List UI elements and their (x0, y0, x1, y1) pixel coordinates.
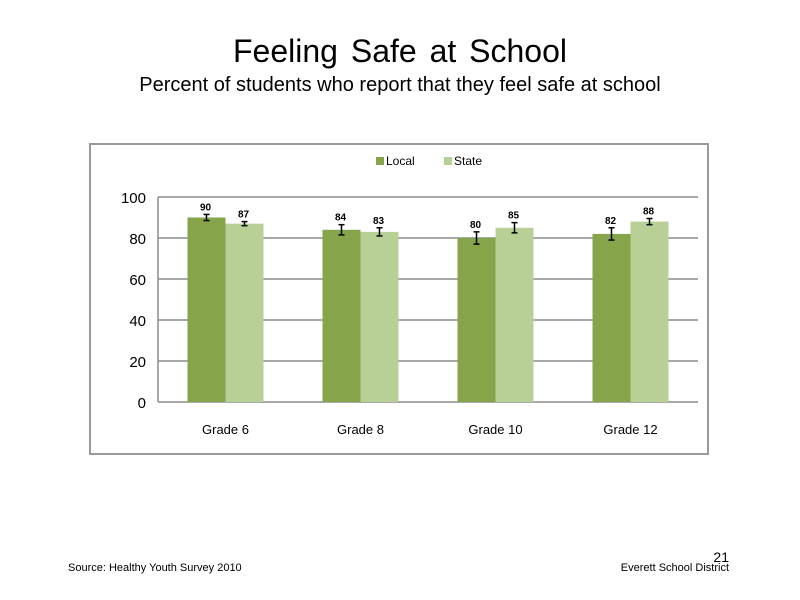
legend-label-local: Local (386, 154, 415, 168)
data-label: 82 (605, 216, 617, 227)
legend-label-state: State (454, 154, 482, 168)
slide-subtitle: Percent of students who report that they… (139, 74, 661, 96)
bar-state (495, 227, 534, 402)
data-label: 87 (238, 210, 250, 221)
legend-swatch-local (376, 157, 384, 165)
x-tick-label: Grade 6 (202, 422, 249, 437)
data-label: 83 (373, 216, 385, 227)
data-label: 85 (508, 211, 520, 222)
y-tick-label: 60 (129, 272, 146, 289)
y-tick-label: 80 (129, 231, 146, 248)
bar-local (322, 229, 361, 402)
y-tick-label: 20 (129, 354, 146, 371)
y-tick-label: 40 (129, 313, 146, 330)
page-number: 21 (713, 549, 729, 565)
data-label: 90 (200, 202, 212, 213)
y-tick-label: 100 (121, 190, 146, 207)
data-label: 84 (335, 213, 347, 224)
bar-local (592, 233, 631, 402)
bar-local (187, 217, 226, 402)
slide-title: Feeling Safe at School (233, 33, 567, 69)
bar-state (360, 231, 399, 402)
district-name: Everett School District (620, 562, 729, 574)
bar-chart: 0 20 40 60 80 100 90 87 Grade 6 84 83 Grade 8 80 85 Gr… (121, 154, 698, 437)
bar-state (630, 221, 669, 402)
legend-swatch-state (444, 157, 452, 165)
bar-state (225, 223, 264, 402)
chart-frame: 0 20 40 60 80 100 90 87 Grade 6 84 83 Grade 8 80 85 Gr… (89, 143, 709, 455)
y-tick-label: 0 (138, 395, 146, 412)
data-label: 80 (470, 220, 482, 231)
x-tick-label: Grade 12 (603, 422, 657, 437)
x-tick-label: Grade 8 (337, 422, 384, 437)
bar-local (457, 238, 496, 402)
source-note: Source: Healthy Youth Survey 2010 (68, 562, 242, 574)
x-tick-label: Grade 10 (468, 422, 522, 437)
data-label: 88 (643, 207, 655, 218)
